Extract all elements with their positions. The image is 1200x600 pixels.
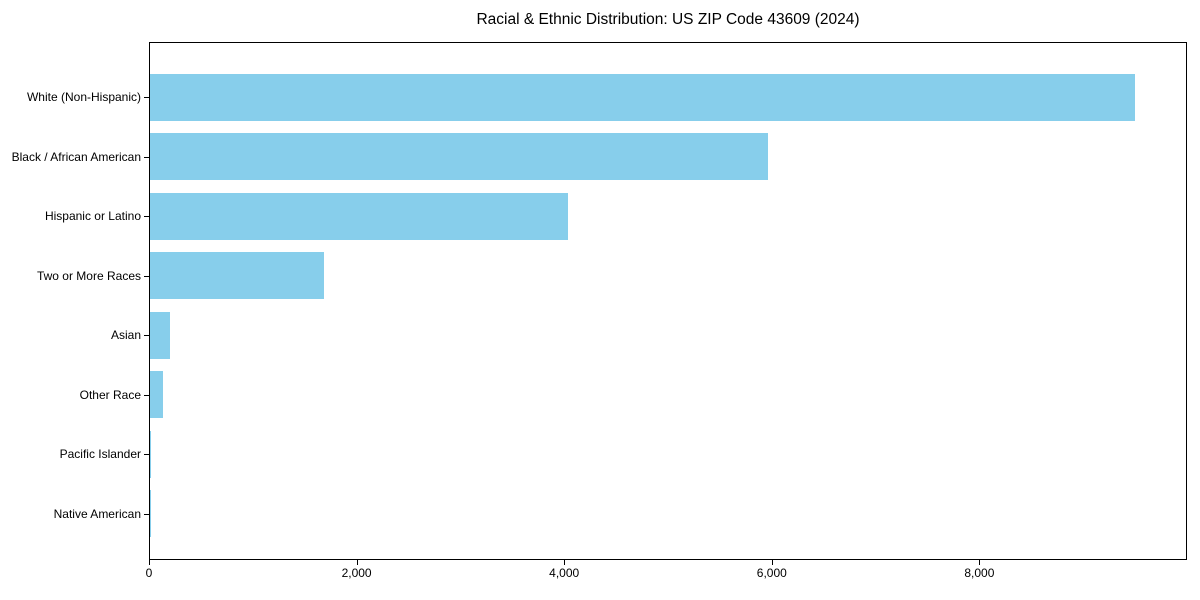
bar-hispanic-or-latino bbox=[150, 192, 568, 240]
y-axis-tick bbox=[144, 156, 149, 158]
y-axis-tick bbox=[144, 513, 149, 515]
y-axis-tick bbox=[144, 335, 149, 336]
x-axis-tick-label: 4,000 bbox=[549, 566, 580, 580]
y-axis-tick bbox=[144, 97, 149, 98]
y-axis-tick-label: Asian bbox=[110, 328, 141, 342]
x-axis-tick bbox=[564, 560, 566, 565]
y-axis-tick-label: Other Race bbox=[79, 387, 141, 402]
y-axis-tick-label: White (Non-Hispanic) bbox=[26, 90, 141, 104]
x-axis-tick bbox=[979, 560, 981, 565]
bar-two-or-more-races bbox=[150, 252, 325, 299]
bar-other-race bbox=[150, 371, 163, 418]
y-axis-tick-label: Two or More Races bbox=[36, 268, 141, 283]
plot-area bbox=[149, 42, 1187, 560]
x-axis-tick-label: 8,000 bbox=[964, 566, 995, 580]
x-axis-tick-label: 0 bbox=[145, 566, 153, 580]
x-axis-tick-label: 2,000 bbox=[341, 566, 372, 580]
y-axis-tick-label: Hispanic or Latino bbox=[44, 209, 141, 223]
bar-black-african-american bbox=[150, 133, 769, 180]
y-axis-tick bbox=[144, 394, 149, 396]
y-axis-tick-label: Pacific Islander bbox=[59, 447, 141, 461]
y-axis-tick bbox=[144, 454, 149, 455]
bar-pacific-islander bbox=[150, 430, 152, 478]
x-axis-tick bbox=[149, 560, 150, 565]
chart-title: Racial & Ethnic Distribution: US ZIP Cod… bbox=[476, 11, 860, 28]
y-axis-tick-label: Black / African American bbox=[11, 149, 141, 164]
y-axis-tick bbox=[144, 275, 149, 277]
x-axis-tick bbox=[771, 560, 773, 565]
x-axis-tick-label: 6,000 bbox=[756, 566, 787, 580]
bar-asian bbox=[150, 311, 171, 359]
x-axis-tick bbox=[356, 560, 358, 565]
y-axis-tick bbox=[144, 216, 149, 217]
bar-white-non-hispanic bbox=[150, 73, 1136, 121]
bar-native-american bbox=[150, 490, 151, 537]
y-axis-tick-label: Native American bbox=[53, 506, 141, 521]
